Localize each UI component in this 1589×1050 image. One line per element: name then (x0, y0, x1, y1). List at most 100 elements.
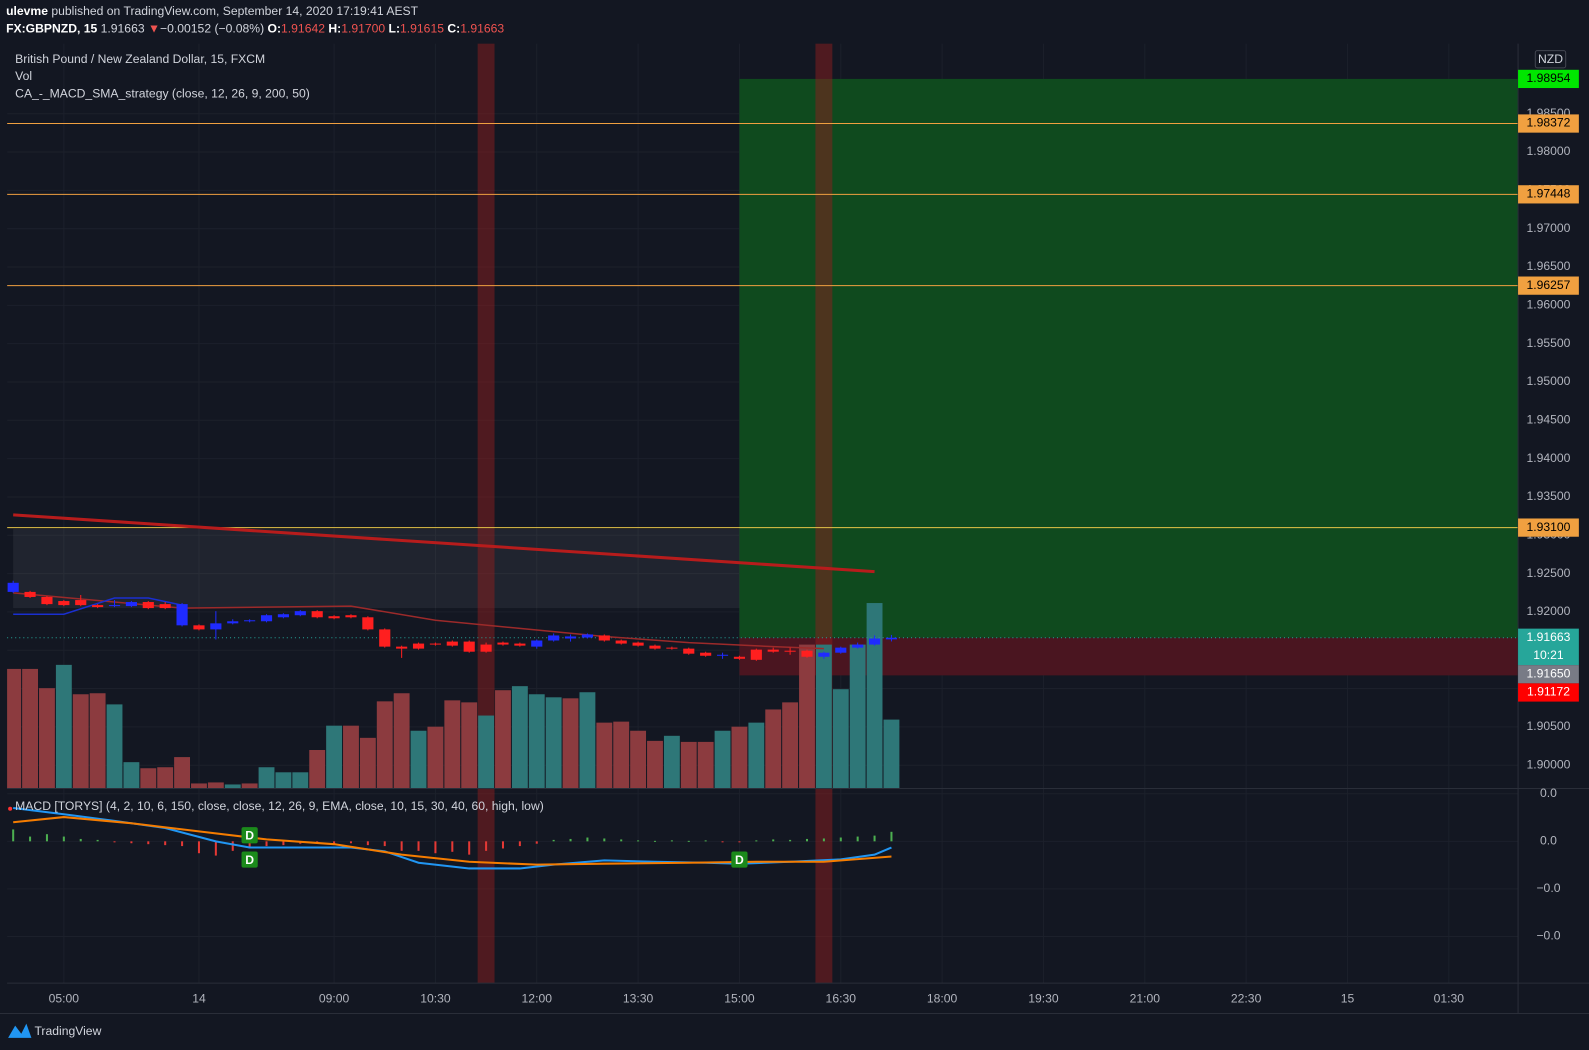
histogram-bar (890, 831, 893, 842)
volume-bar (613, 721, 630, 789)
histogram-bar (12, 829, 15, 842)
candle-body (159, 604, 171, 609)
candle-body (41, 596, 53, 605)
candle-body (649, 645, 661, 649)
legend-strategy: CA_-_MACD_SMA_strategy (close, 12, 26, 9… (15, 86, 310, 100)
candle-body (885, 637, 898, 640)
volume-bar (309, 750, 326, 789)
volume-bar (545, 697, 562, 789)
x-tick-label: 18:00 (927, 992, 958, 1006)
histogram-bar (569, 838, 572, 842)
candle-body (75, 600, 87, 606)
candle-body (581, 634, 594, 638)
histogram-bar (451, 841, 454, 852)
candle-body (58, 601, 70, 606)
signal-box (731, 851, 748, 868)
histogram-bar (113, 841, 116, 843)
histogram-bar (349, 841, 352, 844)
volume-bar (444, 700, 461, 789)
footer-brand: TradingView (34, 1024, 101, 1038)
histogram-bar (434, 841, 437, 854)
histogram-bar (383, 841, 386, 847)
candle-body (868, 638, 881, 645)
volume-bar (461, 702, 478, 789)
volume-bar (832, 689, 849, 789)
x-tick-label: 13:30 (623, 992, 654, 1006)
profit-zone (739, 78, 1519, 638)
candle-body (108, 605, 121, 607)
candle-body (818, 652, 830, 657)
x-tick-label: 15 (1341, 992, 1355, 1006)
ohlc-label: H: (328, 22, 341, 36)
ohlc-value: 1.91642 (281, 22, 325, 36)
candle-body (598, 635, 610, 641)
histogram-bar (535, 841, 538, 844)
histogram-bar (164, 841, 167, 846)
candle-body (429, 643, 441, 645)
candle-body (835, 647, 847, 653)
price-tag-label: 1.97448 (1526, 187, 1570, 201)
candle-body (328, 616, 340, 619)
histogram-bar (805, 838, 809, 842)
histogram-bar (501, 841, 504, 849)
volume-bar (799, 644, 815, 789)
histogram-bar (282, 841, 285, 846)
volume-bar (528, 694, 545, 789)
histogram-bar (687, 840, 690, 842)
volume-bar (849, 644, 866, 789)
signal-label: D (245, 853, 254, 867)
candle-body (92, 605, 104, 608)
volume-bar (258, 767, 275, 789)
histogram-bar (333, 841, 336, 845)
candle-body (345, 615, 357, 618)
histogram-bar (653, 840, 657, 842)
x-tick-label: 09:00 (319, 992, 350, 1006)
histogram-bar (738, 841, 741, 843)
ohlc-value: 1.91663 (460, 22, 504, 36)
volume-bar (275, 772, 292, 789)
price-tag-label: 1.93100 (1526, 520, 1570, 534)
legend-volume: Vol (15, 69, 32, 83)
volume-bar (326, 725, 343, 789)
volume-bar (495, 690, 511, 789)
price-pane (7, 43, 1519, 789)
candle-body (260, 615, 273, 622)
histogram-bar (552, 839, 555, 842)
x-tick-label: 05:00 (49, 992, 80, 1006)
change: −0.00152 (−0.08%) (160, 22, 264, 36)
candle-body (125, 602, 137, 607)
candle-body (750, 649, 762, 660)
candle-body (244, 620, 256, 622)
histogram-bar (670, 840, 673, 842)
macd-title: MACD [TORYS] (4, 2, 10, 6, 150, close, c… (15, 799, 544, 813)
y-tick-label: 1.94000 (1526, 451, 1570, 465)
arrow: ▼ (148, 22, 160, 36)
countdown: 10:21 (1533, 648, 1564, 662)
macd-tick-label: 0.0 (1540, 786, 1557, 800)
histogram-bar (637, 840, 640, 842)
volume-bar (663, 735, 680, 789)
candle-body (176, 604, 188, 626)
histogram-bar (620, 839, 623, 842)
signal-box (241, 827, 258, 844)
volume-bar (55, 664, 72, 789)
currency-box (1534, 50, 1567, 69)
y-tick-label: 1.97000 (1526, 221, 1570, 235)
volume-bar (883, 719, 900, 789)
histogram-bar (79, 838, 82, 842)
x-tick-label: 22:30 (1231, 992, 1262, 1006)
candle-body (446, 641, 458, 646)
histogram-bar (231, 841, 234, 851)
x-tick-label: 21:00 (1130, 992, 1161, 1006)
ohlc-label: L: (389, 22, 400, 36)
histogram-bar (197, 841, 200, 854)
highlight-band (815, 788, 833, 984)
histogram-bar (248, 841, 251, 849)
histogram-bar (468, 841, 471, 855)
highlight-band (815, 43, 833, 789)
signal-label: D (735, 853, 744, 867)
histogram-bar (822, 838, 825, 842)
price-tag (1518, 185, 1579, 204)
volume-bar (359, 737, 376, 789)
